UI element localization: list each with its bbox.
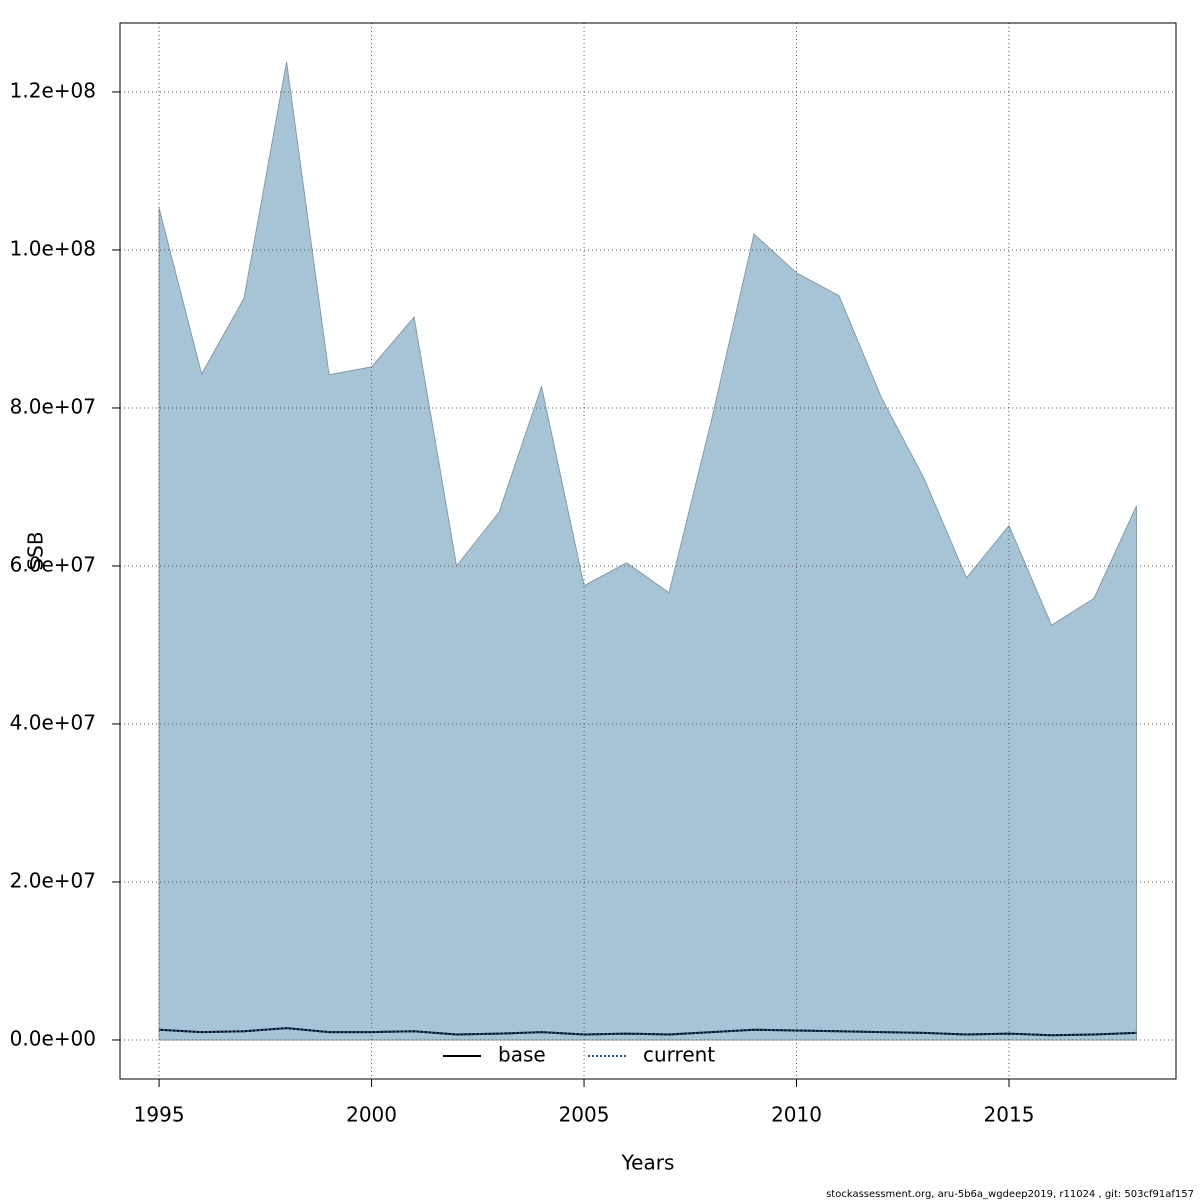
x-tick-label: 2015 bbox=[984, 1103, 1035, 1127]
y-tick-label: 1.0e+08 bbox=[10, 236, 96, 260]
legend-label: current bbox=[643, 1043, 715, 1067]
legend-label: base bbox=[498, 1043, 546, 1067]
line-series bbox=[159, 1027, 1137, 1037]
plot-frame bbox=[119, 22, 1177, 1080]
confidence-band bbox=[158, 61, 1137, 1041]
y-tick-label: 2.0e+07 bbox=[10, 868, 96, 892]
footnote: stockassessment.org, aru-5b6a_wgdeep2019… bbox=[826, 1189, 1194, 1200]
x-tick-label: 2000 bbox=[346, 1103, 397, 1127]
y-tick-label: 1.2e+08 bbox=[10, 78, 96, 102]
y-tick-label: 0.0e+00 bbox=[10, 1026, 96, 1050]
y-tick-label: 6.0e+07 bbox=[10, 552, 96, 576]
x-tick-label: 2010 bbox=[771, 1103, 822, 1127]
x-axis-label: Years bbox=[621, 1151, 675, 1175]
y-tick-label: 8.0e+07 bbox=[10, 394, 96, 418]
y-tick-label: 4.0e+07 bbox=[10, 710, 96, 734]
y-axis-label: SSB bbox=[24, 531, 48, 570]
x-tick-label: 2005 bbox=[559, 1103, 610, 1127]
x-tick-label: 1995 bbox=[134, 1103, 185, 1127]
